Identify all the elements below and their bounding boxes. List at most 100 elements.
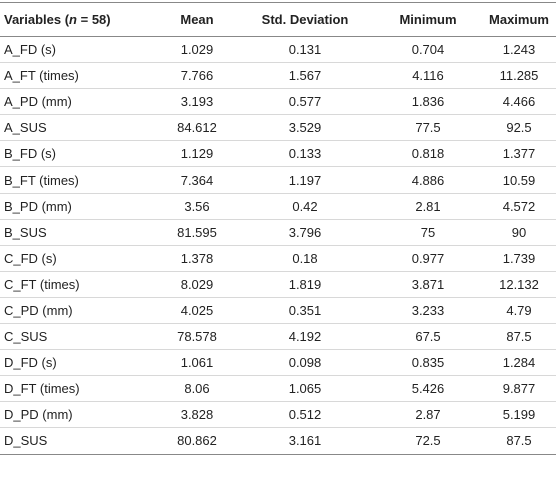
table-row: C_PD (mm) 4.025 0.351 3.233 4.79	[0, 297, 556, 325]
table-row: A_FT (times) 7.766 1.567 4.116 11.285	[0, 62, 556, 90]
value-cell: 5.426	[374, 375, 482, 403]
header-cell: Mean	[158, 2, 236, 37]
variable-cell: D_SUS	[0, 427, 158, 455]
value-cell: 90	[482, 219, 556, 246]
value-cell: 87.5	[482, 323, 556, 351]
value-cell: 4.886	[374, 166, 482, 194]
table-row: A_PD (mm) 3.193 0.577 1.836 4.466	[0, 88, 556, 116]
header-cell: Maximum	[482, 2, 556, 37]
value-cell: 1.378	[158, 245, 236, 272]
value-cell: 3.529	[236, 114, 374, 142]
value-cell: 8.029	[158, 271, 236, 298]
value-cell: 2.87	[374, 401, 482, 429]
value-cell: 1.061	[158, 349, 236, 377]
value-cell: 80.862	[158, 427, 236, 455]
header-cell: Minimum	[374, 2, 482, 37]
table-row: B_FT (times) 7.364 1.197 4.886 10.59	[0, 166, 556, 194]
value-cell: 0.512	[236, 401, 374, 429]
stats-table: Variables (n = 58) Mean Std. Deviation Mini…	[0, 2, 556, 455]
variable-cell: A_FT (times)	[0, 62, 158, 90]
table-row: B_SUS 81.595 3.796 75 90	[0, 219, 556, 246]
table-head: Variables (n = 58) Mean Std. Deviation Mini…	[0, 2, 556, 37]
value-cell: 0.098	[236, 349, 374, 377]
header-cell: Std. Deviation	[236, 2, 374, 37]
value-cell: 3.796	[236, 219, 374, 246]
value-cell: 4.025	[158, 297, 236, 325]
variable-cell: B_FD (s)	[0, 140, 158, 168]
value-cell: 12.132	[482, 271, 556, 298]
value-cell: 7.364	[158, 166, 236, 194]
value-cell: 75	[374, 219, 482, 246]
table-row: C_SUS 78.578 4.192 67.5 87.5	[0, 323, 556, 351]
variable-cell: D_FT (times)	[0, 375, 158, 403]
value-cell: 0.42	[236, 193, 374, 220]
value-cell: 0.577	[236, 88, 374, 116]
value-cell: 84.612	[158, 114, 236, 142]
value-cell: 5.199	[482, 401, 556, 429]
value-cell: 1.819	[236, 271, 374, 298]
value-cell: 92.5	[482, 114, 556, 142]
value-cell: 0.977	[374, 245, 482, 272]
table-row: B_PD (mm) 3.56 0.42 2.81 4.572	[0, 193, 556, 220]
variable-cell: A_FD (s)	[0, 36, 158, 64]
variable-cell: D_PD (mm)	[0, 401, 158, 429]
variable-cell: D_FD (s)	[0, 349, 158, 377]
value-cell: 0.351	[236, 297, 374, 325]
header-cell: Variables (n = 58)	[0, 2, 158, 37]
variable-cell: B_FT (times)	[0, 166, 158, 194]
table-row: D_FD (s) 1.061 0.098 0.835 1.284	[0, 349, 556, 377]
value-cell: 72.5	[374, 427, 482, 455]
variable-cell: A_PD (mm)	[0, 88, 158, 116]
table-row: A_FD (s) 1.029 0.131 0.704 1.243	[0, 36, 556, 64]
value-cell: 1.197	[236, 166, 374, 194]
variable-cell: A_SUS	[0, 114, 158, 142]
value-cell: 8.06	[158, 375, 236, 403]
value-cell: 0.704	[374, 36, 482, 64]
table-row: C_FT (times) 8.029 1.819 3.871 12.132	[0, 271, 556, 298]
value-cell: 1.739	[482, 245, 556, 272]
value-cell: 11.285	[482, 62, 556, 90]
value-cell: 67.5	[374, 323, 482, 351]
table-row: D_FT (times) 8.06 1.065 5.426 9.877	[0, 375, 556, 403]
header-italic: n	[69, 12, 77, 27]
value-cell: 78.578	[158, 323, 236, 351]
value-cell: 1.284	[482, 349, 556, 377]
value-cell: 1.065	[236, 375, 374, 403]
value-cell: 3.233	[374, 297, 482, 325]
value-cell: 1.029	[158, 36, 236, 64]
value-cell: 4.466	[482, 88, 556, 116]
value-cell: 77.5	[374, 114, 482, 142]
value-cell: 3.193	[158, 88, 236, 116]
value-cell: 4.572	[482, 193, 556, 220]
variable-cell: B_PD (mm)	[0, 193, 158, 220]
header-row: Variables (n = 58) Mean Std. Deviation Mini…	[0, 2, 556, 37]
value-cell: 0.18	[236, 245, 374, 272]
value-cell: 4.192	[236, 323, 374, 351]
value-cell: 1.567	[236, 62, 374, 90]
value-cell: 0.818	[374, 140, 482, 168]
variable-cell: C_FD (s)	[0, 245, 158, 272]
value-cell: 3.161	[236, 427, 374, 455]
variable-cell: C_SUS	[0, 323, 158, 351]
value-cell: 3.871	[374, 271, 482, 298]
variable-cell: C_FT (times)	[0, 271, 158, 298]
value-cell: 4.116	[374, 62, 482, 90]
value-cell: 0.131	[236, 36, 374, 64]
variable-cell: C_PD (mm)	[0, 297, 158, 325]
value-cell: 1.129	[158, 140, 236, 168]
value-cell: 87.5	[482, 427, 556, 455]
table-row: D_PD (mm) 3.828 0.512 2.87 5.199	[0, 401, 556, 429]
value-cell: 1.243	[482, 36, 556, 64]
value-cell: 4.79	[482, 297, 556, 325]
value-cell: 3.56	[158, 193, 236, 220]
variable-cell: B_SUS	[0, 219, 158, 246]
header-text: Variables (	[4, 12, 70, 27]
value-cell: 81.595	[158, 219, 236, 246]
value-cell: 2.81	[374, 193, 482, 220]
value-cell: 1.836	[374, 88, 482, 116]
value-cell: 1.377	[482, 140, 556, 168]
value-cell: 3.828	[158, 401, 236, 429]
table-row: B_FD (s) 1.129 0.133 0.818 1.377	[0, 140, 556, 168]
table-row: D_SUS 80.862 3.161 72.5 87.5	[0, 427, 556, 455]
